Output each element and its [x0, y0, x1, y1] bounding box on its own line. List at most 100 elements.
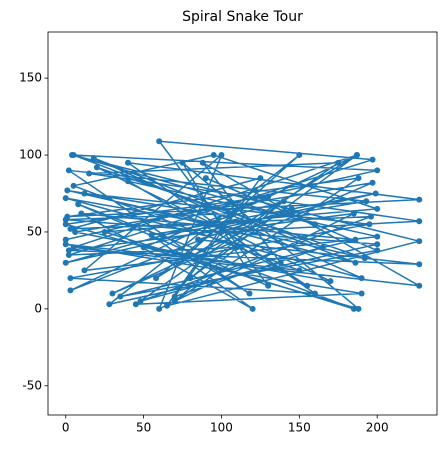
- marker: [416, 282, 423, 289]
- marker: [75, 201, 82, 208]
- marker: [93, 164, 100, 171]
- x-tick-label: 150: [288, 421, 311, 435]
- marker: [350, 210, 357, 217]
- marker: [361, 255, 368, 262]
- marker: [70, 244, 77, 251]
- marker: [132, 301, 139, 308]
- marker: [296, 152, 303, 159]
- marker: [67, 287, 74, 294]
- marker: [416, 196, 423, 203]
- axes-frame: [47, 31, 438, 416]
- y-tick-label: 150: [19, 71, 42, 85]
- x-tick-label: 0: [62, 421, 70, 435]
- marker: [358, 290, 365, 297]
- marker: [78, 210, 85, 217]
- marker: [109, 290, 116, 297]
- marker: [156, 305, 163, 312]
- marker: [374, 241, 381, 248]
- marker: [218, 152, 225, 159]
- marker: [62, 221, 69, 228]
- marker: [195, 236, 202, 243]
- plot-area: [62, 138, 423, 312]
- marker: [68, 152, 75, 159]
- marker: [101, 228, 108, 235]
- marker: [62, 216, 69, 223]
- marker: [64, 187, 71, 194]
- marker: [350, 305, 357, 312]
- marker: [210, 221, 217, 228]
- marker: [67, 225, 74, 232]
- marker: [199, 159, 206, 166]
- marker: [184, 252, 191, 259]
- marker: [106, 301, 113, 308]
- marker: [311, 290, 318, 297]
- marker: [163, 302, 170, 309]
- marker: [372, 190, 379, 197]
- marker: [90, 155, 97, 162]
- marker: [81, 267, 88, 274]
- marker: [202, 175, 209, 182]
- marker: [153, 275, 160, 282]
- marker: [230, 210, 237, 217]
- marker: [363, 198, 370, 205]
- marker: [288, 205, 295, 212]
- x-tick-label: 200: [366, 421, 389, 435]
- marker: [374, 205, 381, 212]
- marker: [159, 232, 166, 239]
- marker: [210, 152, 217, 159]
- line: [65, 140, 420, 311]
- marker: [125, 159, 132, 166]
- marker: [355, 175, 362, 182]
- marker: [86, 170, 93, 177]
- marker: [241, 262, 248, 269]
- marker: [280, 198, 287, 205]
- marker: [352, 259, 359, 266]
- marker: [369, 179, 376, 186]
- marker: [296, 267, 303, 274]
- marker: [72, 228, 79, 235]
- marker: [249, 305, 256, 312]
- marker: [374, 167, 381, 174]
- marker: [234, 244, 241, 251]
- marker: [265, 282, 272, 289]
- marker: [367, 213, 374, 220]
- marker: [416, 238, 423, 245]
- marker: [140, 244, 147, 251]
- marker: [171, 293, 178, 300]
- marker: [327, 278, 334, 285]
- chart-title: Spiral Snake Tour: [182, 9, 303, 25]
- marker: [218, 228, 225, 235]
- marker: [148, 232, 155, 239]
- marker: [358, 275, 365, 282]
- marker: [65, 167, 72, 174]
- marker: [416, 218, 423, 225]
- marker: [62, 195, 69, 202]
- marker: [265, 193, 272, 200]
- y-tick-label: 50: [27, 224, 42, 238]
- marker: [62, 259, 69, 266]
- marker: [352, 236, 359, 243]
- marker: [67, 275, 74, 282]
- marker: [355, 305, 362, 312]
- marker: [374, 233, 381, 240]
- marker: [187, 275, 194, 282]
- marker: [374, 247, 381, 254]
- marker: [369, 156, 376, 163]
- marker: [246, 290, 253, 297]
- marker: [179, 159, 186, 166]
- marker: [277, 259, 284, 266]
- x-tick-label: 50: [136, 421, 151, 435]
- marker: [62, 236, 69, 243]
- marker: [335, 159, 342, 166]
- marker: [125, 178, 132, 185]
- marker: [416, 261, 423, 268]
- marker: [70, 182, 77, 189]
- marker: [304, 282, 311, 289]
- marker: [62, 241, 69, 248]
- marker: [117, 293, 124, 300]
- marker: [81, 190, 88, 197]
- marker: [137, 298, 144, 305]
- marker: [65, 252, 72, 259]
- marker: [171, 298, 178, 305]
- y-tick-label: -50: [22, 378, 42, 392]
